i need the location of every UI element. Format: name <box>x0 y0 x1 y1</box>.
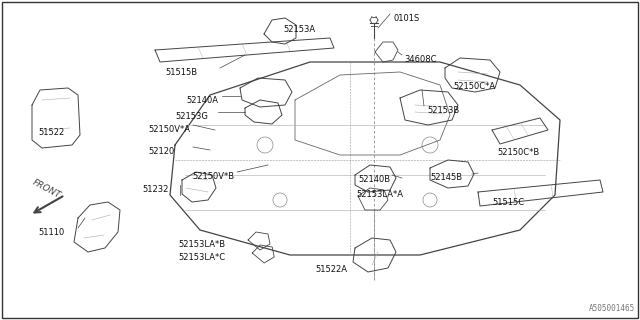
Text: 52153LA*A: 52153LA*A <box>356 190 403 199</box>
Text: 51522A: 51522A <box>315 265 347 274</box>
Text: 0101S: 0101S <box>393 14 419 23</box>
Text: 52145B: 52145B <box>430 173 462 182</box>
Text: 52153LA*B: 52153LA*B <box>178 240 225 249</box>
Text: 52140B: 52140B <box>358 175 390 184</box>
Text: 51515C: 51515C <box>492 198 524 207</box>
Text: 52153B: 52153B <box>427 106 460 115</box>
Text: 52153LA*C: 52153LA*C <box>178 253 225 262</box>
Text: 52150C*A: 52150C*A <box>453 82 495 91</box>
Text: 52140A: 52140A <box>186 96 218 105</box>
Text: 52150V*B: 52150V*B <box>192 172 234 181</box>
Text: 52153G: 52153G <box>175 112 208 121</box>
Text: 52120: 52120 <box>148 147 174 156</box>
Text: 51515B: 51515B <box>165 68 197 77</box>
Text: 52153A: 52153A <box>283 25 315 34</box>
Text: FRONT: FRONT <box>31 178 62 200</box>
Text: 34608C: 34608C <box>404 55 436 64</box>
Text: 51232: 51232 <box>142 185 168 194</box>
Text: A505001465: A505001465 <box>589 304 635 313</box>
Text: 52150C*B: 52150C*B <box>497 148 540 157</box>
Text: 51110: 51110 <box>38 228 64 237</box>
Text: 52150V*A: 52150V*A <box>148 125 190 134</box>
Text: 51522: 51522 <box>38 128 64 137</box>
